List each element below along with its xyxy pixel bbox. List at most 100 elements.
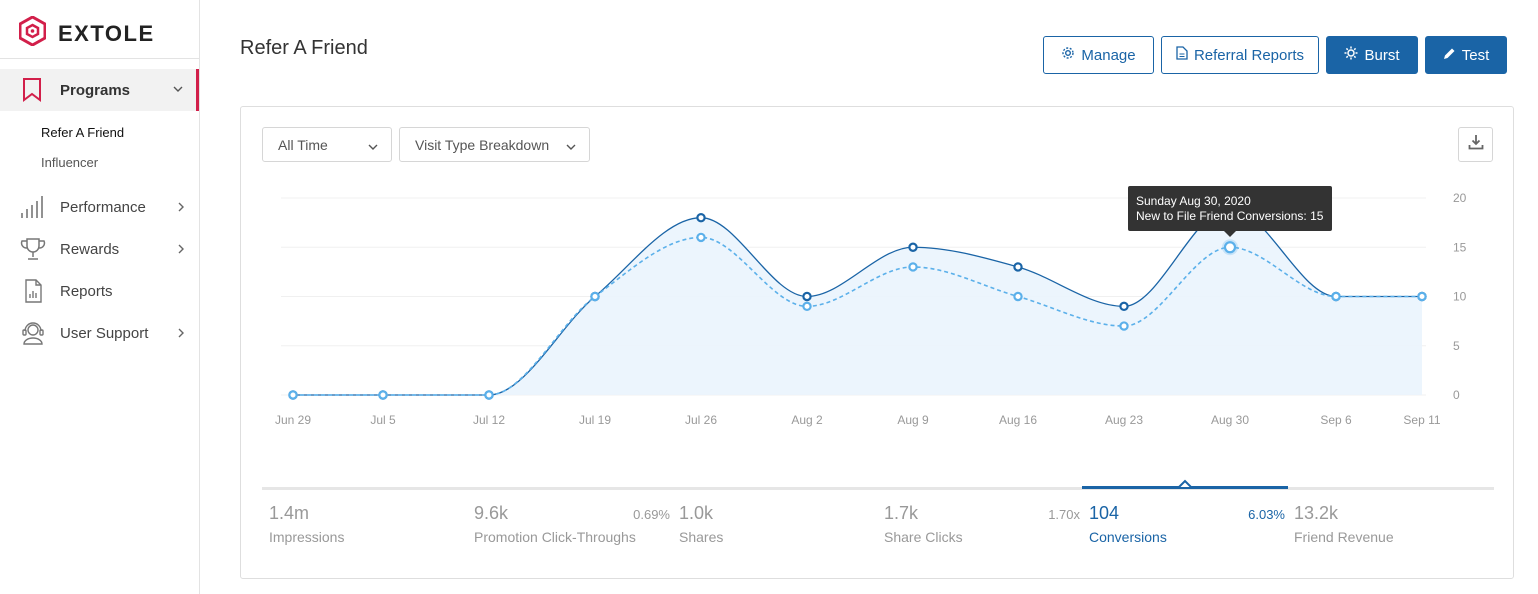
- chart-point-new-to-file[interactable]: [288, 390, 298, 400]
- chart-x-tick-label: Jul 12: [473, 413, 505, 427]
- burst-button[interactable]: Burst: [1326, 36, 1418, 74]
- stats-active-indicator: [1082, 486, 1288, 489]
- stat-label: Impressions: [269, 529, 345, 545]
- chart-y-tick-label: 15: [1453, 240, 1467, 254]
- sidebar-item-label: Performance: [60, 198, 146, 216]
- chevron-right-icon: [175, 200, 187, 218]
- pencil-icon: [1443, 47, 1456, 64]
- chart-x-tick-label: Aug 23: [1105, 413, 1143, 427]
- stat-label: Share Clicks: [884, 529, 963, 545]
- breakdown-select[interactable]: Visit Type Breakdown: [399, 127, 590, 162]
- trophy-icon: [20, 237, 46, 261]
- chart-y-tick-label: 0: [1453, 388, 1460, 402]
- breakdown-value: Visit Type Breakdown: [415, 136, 550, 153]
- chart-point-new-to-file[interactable]: [378, 390, 388, 400]
- referral-reports-button-label: Referral Reports: [1193, 46, 1305, 64]
- stat-share-clicks[interactable]: 1.7k Share Clicks 1.70x: [884, 503, 1084, 545]
- chevron-down-icon: [172, 82, 184, 100]
- stat-percent: 6.03%: [1248, 507, 1285, 522]
- chart-card: All Time Visit Type Breakdown Jun 29 Jul …: [240, 106, 1514, 579]
- stat-value: 13.2k: [1294, 503, 1339, 523]
- stat-shares[interactable]: 1.0k Shares: [679, 503, 879, 545]
- referral-reports-button[interactable]: Referral Reports: [1161, 36, 1319, 74]
- chart-point-new-to-file[interactable]: [1119, 321, 1129, 331]
- download-button[interactable]: [1458, 127, 1493, 162]
- chart-point-total[interactable]: [908, 242, 918, 252]
- chart-tooltip: Sunday Aug 30, 2020 New to File Friend C…: [1128, 186, 1332, 237]
- time-range-select[interactable]: All Time: [262, 127, 392, 162]
- report-document-icon: [20, 279, 46, 303]
- bar-chart-icon: [20, 195, 46, 219]
- sidebar-subitem-refer-a-friend[interactable]: Refer A Friend: [41, 125, 125, 140]
- stat-percent: 0.69%: [633, 507, 670, 522]
- chart-y-tick-label: 5: [1453, 339, 1460, 353]
- stat-percent: 1.70x: [1048, 507, 1080, 522]
- sidebar-item-user-support[interactable]: User Support: [0, 315, 199, 351]
- chart-x-tick-label: Jul 26: [685, 413, 717, 427]
- chart-point-new-to-file[interactable]: [802, 301, 812, 312]
- chart-x-tick-label: Sep 11: [1403, 413, 1440, 427]
- divider: [0, 58, 199, 59]
- logo-text: EXTOLE: [58, 20, 155, 46]
- stats-divider: [262, 487, 1494, 490]
- time-range-value: All Time: [278, 136, 328, 153]
- stat-value: 1.4m: [269, 503, 310, 523]
- stat-label: Shares: [679, 529, 724, 545]
- stat-value: 104: [1089, 503, 1120, 523]
- stat-label: Friend Revenue: [1294, 529, 1394, 545]
- chart-point-total[interactable]: [802, 291, 812, 302]
- manage-button[interactable]: Manage: [1043, 36, 1154, 74]
- sidebar-subitem-influencer[interactable]: Influencer: [41, 155, 99, 170]
- conversions-chart: Jun 29 Jul 5 Jul 12 Jul 19 Jul 26 Aug 2 Aug 9 A…: [275, 191, 1467, 427]
- gear-icon: [1061, 46, 1075, 64]
- chart-x-tick-label: Jun 29: [275, 413, 311, 427]
- chart-point-new-to-file[interactable]: [908, 262, 918, 272]
- chart-point-new-to-file[interactable]: [1417, 291, 1427, 302]
- extole-logo-icon: [18, 15, 47, 51]
- stat-friend-revenue[interactable]: 13.2k Friend Revenue: [1294, 503, 1494, 545]
- chevron-down-icon: [565, 140, 577, 156]
- extole-logo[interactable]: EXTOLE: [18, 15, 155, 51]
- chart-point-total[interactable]: [1013, 262, 1023, 272]
- sidebar: EXTOLE Programs Refer A Friend Influence…: [0, 0, 200, 594]
- chevron-right-icon: [175, 242, 187, 260]
- chart-y-tick-label: 10: [1453, 290, 1467, 304]
- chart-x-tick-label: Jul 5: [370, 413, 396, 427]
- sidebar-item-rewards[interactable]: Rewards: [0, 231, 199, 267]
- support-agent-icon: [20, 321, 46, 345]
- stat-value: 1.0k: [679, 503, 714, 523]
- caret-up-icon: [1178, 479, 1192, 488]
- chart-x-tick-label: Sep 6: [1320, 413, 1352, 427]
- burst-icon: [1344, 46, 1358, 64]
- chart-x-tick-label: Aug 16: [999, 413, 1037, 427]
- chart-point-new-to-file[interactable]: [1223, 241, 1237, 254]
- stat-label: Conversions: [1089, 529, 1167, 545]
- chart-x-tick-label: Aug 30: [1211, 413, 1249, 427]
- stat-impressions[interactable]: 1.4m Impressions: [269, 503, 469, 545]
- manage-button-label: Manage: [1081, 46, 1136, 64]
- chart-point-total[interactable]: [1119, 301, 1129, 312]
- chevron-right-icon: [175, 326, 187, 344]
- sidebar-item-programs[interactable]: Programs: [0, 69, 199, 111]
- chart-point-new-to-file[interactable]: [484, 390, 494, 400]
- chart-point-new-to-file[interactable]: [1013, 291, 1023, 302]
- chart-point-new-to-file[interactable]: [1331, 291, 1341, 302]
- tooltip-value: New to File Friend Conversions: 15: [1136, 209, 1324, 223]
- chart-x-tick-label: Aug 9: [897, 413, 929, 427]
- sidebar-item-performance[interactable]: Performance: [0, 189, 199, 225]
- chart-point-total[interactable]: [696, 212, 706, 223]
- chart-point-new-to-file[interactable]: [590, 291, 600, 302]
- stat-promotion-click-throughs[interactable]: 9.6k Promotion Click-Throughs 0.69%: [474, 503, 674, 545]
- tooltip-date: Sunday Aug 30, 2020: [1136, 194, 1251, 208]
- chart-x-tick-label: Aug 2: [791, 413, 823, 427]
- sidebar-item-label: Reports: [60, 282, 113, 300]
- test-button-label: Test: [1461, 46, 1490, 64]
- download-icon: [1468, 134, 1484, 155]
- stat-value: 9.6k: [474, 503, 509, 523]
- test-button[interactable]: Test: [1425, 36, 1507, 74]
- sidebar-item-reports[interactable]: Reports: [0, 273, 199, 309]
- page-title: Refer A Friend: [240, 37, 368, 59]
- chart-x-tick-label: Jul 19: [579, 413, 611, 427]
- stat-conversions[interactable]: 104 Conversions 6.03%: [1089, 503, 1289, 545]
- chart-point-new-to-file[interactable]: [696, 232, 706, 243]
